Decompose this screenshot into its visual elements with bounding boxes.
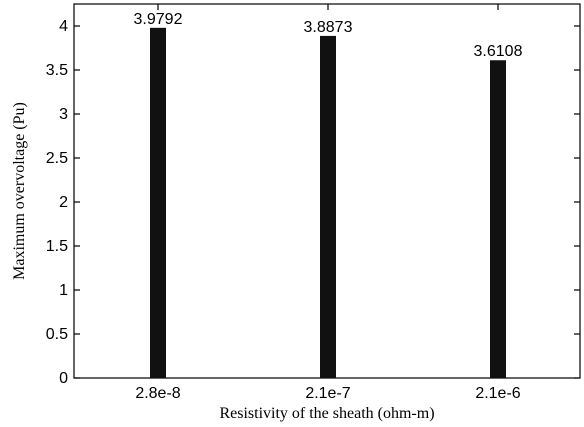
y-tick-label: 3.5 [46,62,68,79]
bars [150,27,506,378]
x-tick-label: 2.8e-8 [135,385,180,402]
data-labels: 3.9792 3.8873 3.6108 [134,11,523,60]
y-tick-label: 0 [59,370,68,387]
y-axis-ticks: 0 0.5 1 1.5 2 2.5 3 3.5 4 [46,18,580,387]
y-tick-label: 2 [59,194,68,211]
y-tick-label: 4 [59,18,68,35]
y-tick-label: 1 [59,282,68,299]
y-axis-title: Maximum overvoltage (Pu) [11,102,28,280]
bar-value-label: 3.6108 [474,43,523,60]
bar [150,27,166,378]
y-tick-label: 0.5 [46,326,68,343]
x-tick-label: 2.1e-7 [305,385,350,402]
bar-value-label: 3.8873 [304,19,353,36]
bar [490,60,506,378]
y-tick-label: 2.5 [46,150,68,167]
bar-value-label: 3.9792 [134,11,183,28]
y-tick-label: 1.5 [46,238,68,255]
x-axis-title: Resistivity of the sheath (ohm-m) [219,405,434,422]
x-axis-ticks: 2.8e-8 2.1e-7 2.1e-6 [135,4,521,402]
bar [320,35,336,378]
y-tick-label: 3 [59,106,68,123]
x-tick-label: 2.1e-6 [475,385,520,402]
